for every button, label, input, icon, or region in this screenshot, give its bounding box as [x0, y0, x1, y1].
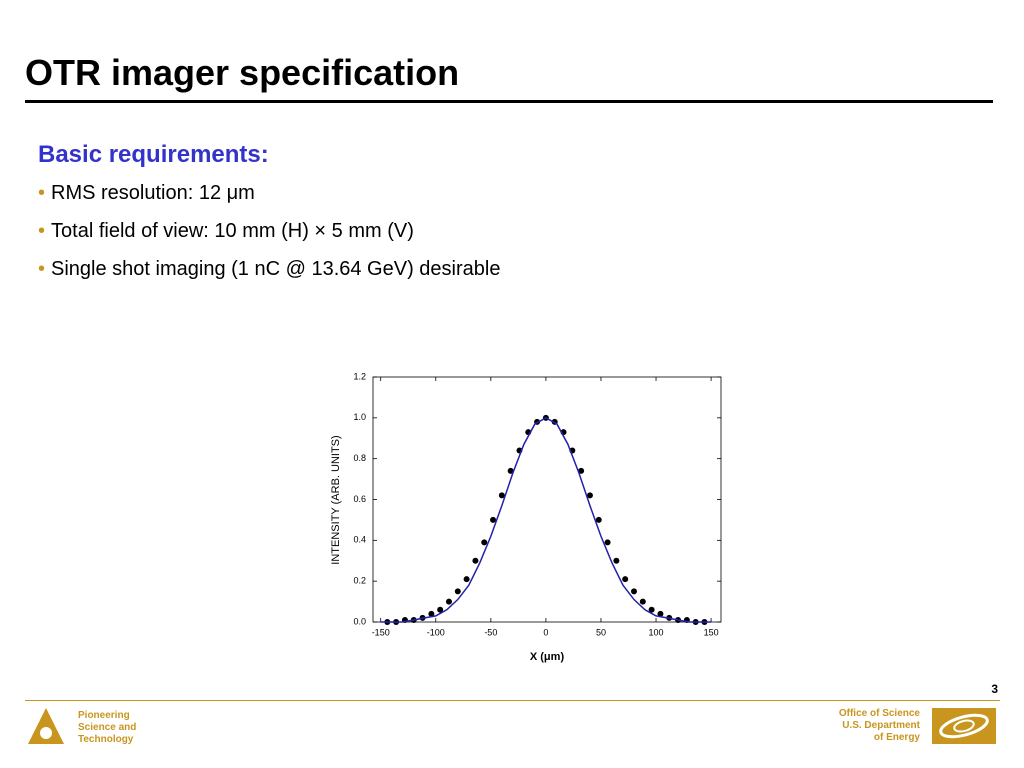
x-tick-label: 50	[596, 627, 606, 637]
data-point	[498, 492, 505, 499]
data-point	[648, 606, 655, 613]
bullet-list: RMS resolution: 12 μm Total field of vie…	[38, 178, 500, 292]
data-point	[454, 588, 461, 595]
data-point	[463, 576, 470, 583]
section-heading: Basic requirements:	[38, 141, 269, 168]
data-point	[481, 539, 488, 546]
data-point	[472, 557, 479, 564]
plot-frame	[372, 376, 722, 623]
x-tick-label: -50	[484, 627, 497, 637]
data-point	[445, 598, 452, 605]
y-tick-label: 0.8	[353, 453, 366, 463]
bullet-text: Single shot imaging (1 nC @ 13.64 GeV) d…	[51, 258, 501, 280]
x-tick-label: 0	[543, 627, 548, 637]
footer-rule	[25, 700, 1000, 701]
bullet-text: RMS resolution: 12 μm	[51, 182, 255, 204]
bullet: Single shot imaging (1 nC @ 13.64 GeV) d…	[38, 254, 500, 292]
data-point	[622, 576, 629, 583]
data-point	[631, 588, 637, 595]
y-tick-label: 1.0	[353, 412, 366, 422]
data-point	[657, 610, 664, 617]
footer-line: Office of Science	[838, 708, 920, 719]
footer-right: Office of Science U.S. Department of Ene…	[839, 708, 920, 744]
lab-logo	[28, 708, 64, 744]
page-number: 3	[991, 682, 998, 696]
footer-line: Pioneering	[78, 710, 130, 721]
data-point	[639, 598, 646, 605]
x-tick-label: 150	[704, 627, 719, 637]
data-point	[586, 492, 593, 499]
footer-line: of Energy	[873, 732, 920, 743]
x-tick-label: 100	[649, 627, 664, 637]
y-tick-label: 0.6	[353, 494, 366, 504]
data-point	[578, 467, 585, 474]
data-point	[428, 610, 435, 617]
y-tick-label: 0.0	[353, 616, 366, 626]
footer-line: Technology	[78, 734, 134, 745]
footer-line: U.S. Department	[842, 720, 920, 731]
bullet-text: Total field of view: 10 mm (H) × 5 mm (V…	[51, 220, 414, 242]
y-axis-label: INTENSITY (ARB. UNITS)	[330, 435, 342, 564]
y-tick-label: 0.4	[353, 535, 366, 545]
x-tick-label: -150	[372, 627, 390, 637]
title-rule	[25, 100, 993, 103]
data-point	[490, 516, 497, 523]
slide-title: OTR imager specification	[25, 52, 460, 93]
data-point	[604, 539, 611, 546]
y-tick-label: 0.2	[353, 576, 366, 586]
footer-left: Pioneering Science and Technology	[78, 710, 136, 746]
bullet: RMS resolution: 12 μm	[38, 178, 500, 216]
data-point	[437, 606, 444, 613]
y-tick-label: 1.2	[353, 371, 366, 381]
bullet: Total field of view: 10 mm (H) × 5 mm (V…	[38, 216, 500, 254]
x-axis-label: X (μm)	[530, 651, 565, 663]
x-tick-label: -100	[427, 627, 445, 637]
doe-logo	[932, 708, 996, 744]
footer-line: Science and	[78, 722, 137, 733]
data-point	[613, 557, 620, 564]
data-point	[595, 516, 602, 523]
data-point	[507, 467, 514, 474]
fit-line	[380, 416, 712, 623]
